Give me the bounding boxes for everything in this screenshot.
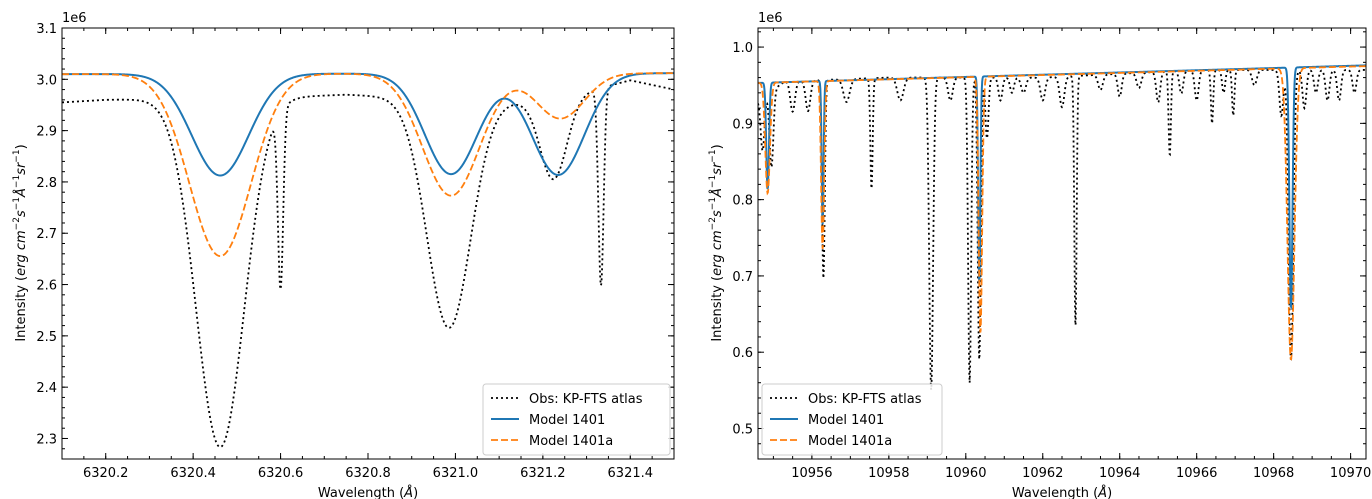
y-tick-label: 2.5 — [36, 330, 57, 345]
y-tick-label: 0.9 — [732, 117, 753, 132]
plot-area — [62, 72, 674, 448]
series-line-1 — [62, 72, 674, 177]
legend-label: Model 1401 — [529, 413, 605, 428]
series-line-2 — [758, 65, 1366, 361]
legend-label: Model 1401a — [529, 434, 613, 449]
y-tick-label: 2.3 — [36, 432, 57, 447]
y-axis-label-left: Intensity (erg cm−2s−1Å−1sr−1) — [12, 144, 29, 341]
x-tick-label: 6321.0 — [433, 466, 479, 481]
y-tick-label: 0.6 — [732, 346, 753, 361]
plot-area — [758, 64, 1366, 390]
legend-box — [482, 383, 671, 456]
x-tick-label: 10964 — [1099, 466, 1140, 481]
y-axis-label-right: Intensity (erg cm−2s−1Å−1sr−1) — [708, 144, 725, 341]
series-line-0 — [758, 69, 1366, 390]
x-tick-label: 10958 — [868, 466, 909, 481]
y-tick-label: 3.0 — [36, 73, 57, 88]
x-tick-label: 6321.2 — [520, 466, 566, 481]
y-tick-label: 2.4 — [36, 381, 57, 396]
x-tick-label: 10960 — [945, 466, 986, 481]
legend-label: Obs: KP-FTS atlas — [808, 392, 922, 407]
chart-panel-left: 6320.2 6320.4 6320.6 6320.8 6321.0 6321.2 6321… — [36, 22, 675, 481]
series-line-2 — [62, 72, 674, 257]
y-tick-label: 3.1 — [36, 22, 57, 37]
y-tick-label: 0.5 — [732, 422, 753, 437]
y-tick-label: 2.6 — [36, 279, 57, 294]
legend: Obs: KP-FTS atlas Model 1401 Model 1401a — [482, 383, 671, 456]
x-axis-label-left: Wavelength (Å) — [318, 485, 418, 499]
x-tick-label: 6320.4 — [170, 466, 216, 481]
chart-panel-right: 10956 10958 10960 10962 10964 10966 10968 10970… — [732, 27, 1371, 481]
legend: Obs: KP-FTS atlas Model 1401 Model 1401a — [761, 383, 943, 456]
x-tick-label: 10970 — [1330, 466, 1371, 481]
x-tick-label: 10962 — [1022, 466, 1063, 481]
x-axis-label-right: Wavelength (Å) — [1012, 485, 1112, 499]
y-tick-label: 0.7 — [732, 270, 753, 285]
series-line-1 — [758, 64, 1366, 310]
x-tick-label: 10968 — [1253, 466, 1294, 481]
legend-label: Model 1401 — [808, 413, 884, 428]
offset-text-right: 1e6 — [758, 11, 783, 26]
series-line-0 — [62, 79, 674, 448]
x-tick-label: 10956 — [791, 466, 832, 481]
y-tick-label: 0.8 — [732, 194, 753, 209]
y-tick-label: 2.7 — [36, 227, 57, 242]
y-tick-label: 2.8 — [36, 176, 57, 191]
legend-label: Model 1401a — [808, 434, 892, 449]
x-tick-label: 6321.4 — [608, 466, 654, 481]
legend-box — [761, 383, 943, 456]
x-tick-label: 6320.8 — [345, 466, 391, 481]
legend-label: Obs: KP-FTS atlas — [529, 392, 643, 407]
y-tick-label: 1.0 — [732, 41, 753, 56]
y-tick-label: 2.9 — [36, 125, 57, 140]
x-tick-label: 6320.6 — [258, 466, 304, 481]
x-tick-label: 10966 — [1176, 466, 1217, 481]
offset-text-left: 1e6 — [62, 11, 87, 26]
x-tick-label: 6320.2 — [83, 466, 129, 481]
